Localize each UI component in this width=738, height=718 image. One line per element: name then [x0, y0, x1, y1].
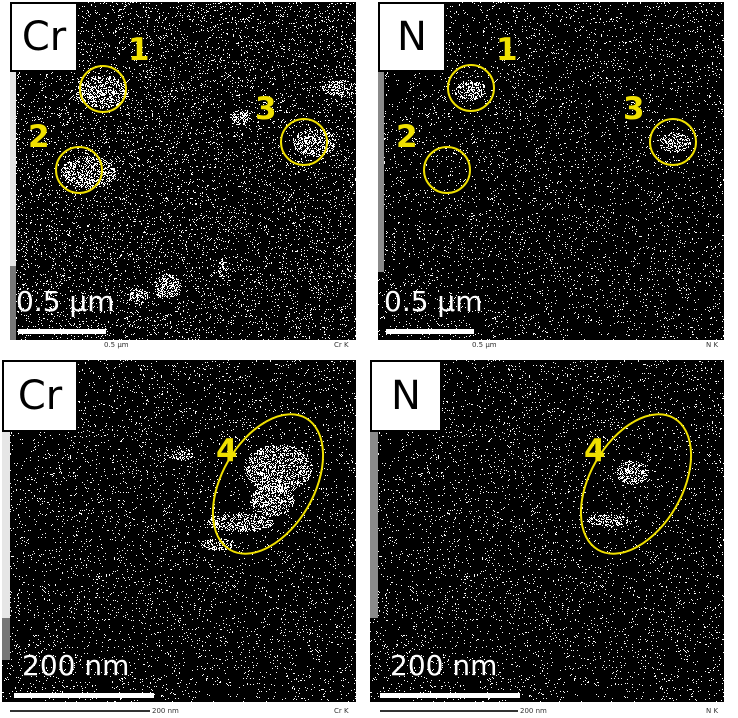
- side-strip: [378, 70, 384, 272]
- side-strip: [2, 432, 10, 618]
- marker-ring-3: [280, 118, 328, 166]
- annotation-rings: [423, 64, 697, 194]
- marker-ring-1: [447, 64, 495, 112]
- marker-ring-1: [79, 65, 127, 113]
- n-noise-layer-top: [378, 2, 724, 340]
- cr-noise-layer-bottom: [2, 360, 356, 702]
- marker-label-1: 1: [496, 32, 518, 68]
- signal-speckle: [10, 2, 356, 340]
- scale-bar: [18, 329, 106, 334]
- element-label: Cr: [2, 360, 78, 432]
- scale-bar: [14, 693, 154, 698]
- footer-line: Cr K: [334, 341, 349, 349]
- cr-noise-layer-top: [10, 2, 356, 340]
- marker-label-1: 1: [128, 32, 150, 68]
- footer-line: Cr K: [334, 707, 349, 715]
- scale-text: 0.5 µm: [16, 285, 115, 318]
- footer-scale: 0.5 µm: [472, 341, 497, 349]
- footer-scale: 200 nm: [520, 707, 547, 715]
- marker-ring-4: [579, 413, 693, 555]
- annotation-rings: [579, 413, 693, 555]
- footer-line: N K: [706, 341, 719, 349]
- marker-label-3: 3: [255, 91, 277, 127]
- signal-speckle: [2, 360, 356, 702]
- marker-ring-2: [55, 146, 103, 194]
- annotation-rings: [211, 413, 325, 555]
- marker-ring-4: [211, 413, 325, 555]
- marker-label-4: 4: [584, 433, 606, 469]
- element-label: N: [370, 360, 442, 432]
- scale-bar: [380, 693, 520, 698]
- footer-scale-line: [10, 710, 150, 712]
- side-strip: [370, 432, 378, 618]
- side-strip: [10, 70, 16, 266]
- cr-map-bottom: Cr 4 200 nm: [2, 360, 356, 702]
- n-map-top: N 1 2 3 0.5 µm: [378, 2, 724, 340]
- marker-label-4: 4: [216, 433, 238, 469]
- marker-label-3: 3: [623, 91, 645, 127]
- footer-scale: 0.5 µm: [104, 341, 129, 349]
- signal-speckle: [378, 2, 724, 340]
- element-label: Cr: [10, 2, 78, 72]
- marker-ring-2: [423, 146, 471, 194]
- n-map-bottom: N 4 200 nm: [370, 360, 724, 702]
- marker-label-2: 2: [28, 119, 50, 155]
- cr-map-top: Cr 1 2 3 0.5 µm: [10, 2, 356, 340]
- footer-scale-line: [380, 710, 518, 712]
- marker-label-2: 2: [396, 119, 418, 155]
- footer-scale: 200 nm: [152, 707, 179, 715]
- side-strip-dark: [2, 618, 10, 660]
- side-strip-dark: [10, 266, 16, 340]
- scale-bar: [386, 329, 474, 334]
- n-noise-layer-bottom: [370, 360, 724, 702]
- scale-text: 200 nm: [390, 649, 498, 682]
- scale-text: 200 nm: [22, 649, 130, 682]
- annotation-rings: [55, 65, 328, 194]
- signal-speckle: [370, 360, 724, 702]
- scale-text: 0.5 µm: [384, 285, 483, 318]
- marker-ring-3: [649, 118, 697, 166]
- footer-line: N K: [706, 707, 719, 715]
- element-label: N: [378, 2, 446, 72]
